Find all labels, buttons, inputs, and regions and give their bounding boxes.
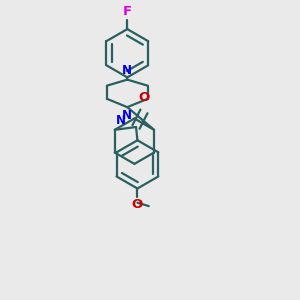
Text: N: N — [116, 114, 126, 127]
Text: F: F — [123, 5, 132, 18]
Text: O: O — [138, 91, 150, 104]
Text: N: N — [122, 64, 132, 77]
Text: O: O — [132, 198, 143, 211]
Text: N: N — [122, 110, 132, 122]
